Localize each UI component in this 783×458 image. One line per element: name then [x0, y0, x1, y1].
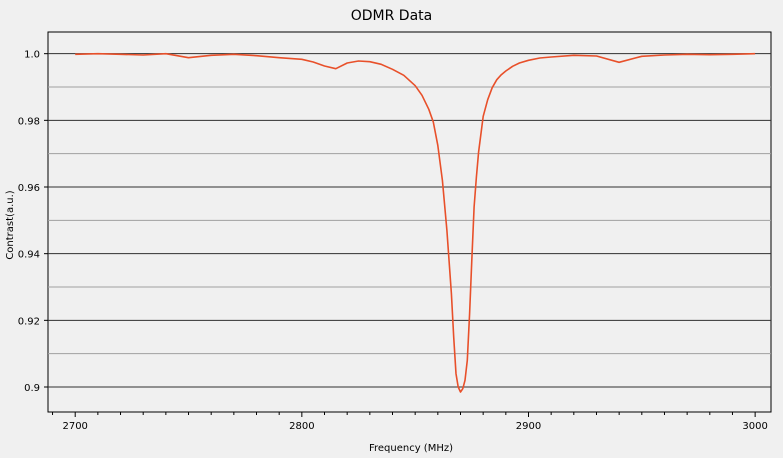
grid-lines [48, 53, 771, 388]
y-tick-label: 0.94 [18, 250, 40, 261]
x-tick-label: 2700 [62, 421, 87, 432]
y-tick-label: 0.9 [24, 383, 40, 394]
chart-title: ODMR Data [350, 8, 433, 24]
axis-ticks: 0.9 0.92 0.94 0.96 0.98 1.0 2700 2800 2900 3000 [18, 50, 768, 432]
x-axis-label: Frequency (MHz) [369, 443, 453, 454]
y-tick-label: 0.92 [18, 316, 40, 327]
y-axis-label: Contrast(a.u.) [5, 190, 16, 259]
x-tick-label: 3000 [742, 421, 767, 432]
x-tick-label: 2800 [289, 421, 314, 432]
series-layer [75, 52, 756, 393]
x-tick-label: 2900 [516, 421, 541, 432]
y-tick-label: 1.0 [24, 50, 40, 61]
y-tick-label: 0.96 [18, 183, 40, 194]
odmr-series-line [75, 52, 756, 393]
plot-area [47, 31, 772, 413]
y-tick-label: 0.98 [18, 116, 40, 127]
